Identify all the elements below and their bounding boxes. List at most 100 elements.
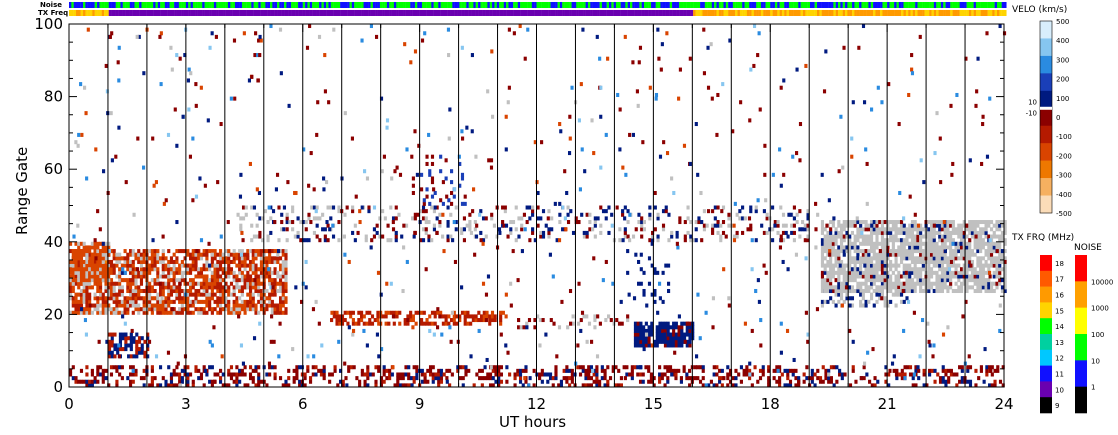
data-cell — [79, 310, 84, 315]
data-cell — [88, 299, 92, 304]
data-cell — [164, 267, 168, 272]
data-cell — [778, 383, 782, 388]
data-cell — [688, 383, 692, 388]
data-cell — [319, 368, 324, 373]
data-cell — [848, 270, 852, 275]
data-cell — [178, 249, 182, 254]
data-cell — [254, 368, 258, 373]
data-cell — [299, 220, 303, 225]
data-cell — [837, 299, 841, 304]
data-cell — [255, 212, 259, 217]
data-cell — [989, 285, 994, 290]
noise-strip-cell — [344, 2, 348, 8]
data-cell — [120, 292, 124, 297]
txfreq-strip-cell — [681, 10, 684, 16]
data-cell — [422, 198, 426, 203]
noise-strip-cell — [686, 2, 689, 8]
data-cell — [929, 270, 934, 275]
data-cell — [867, 241, 871, 246]
data-cell — [837, 281, 841, 286]
data-cell — [916, 238, 920, 243]
data-cell — [727, 223, 731, 228]
data-cell — [98, 285, 103, 290]
data-cell — [940, 270, 945, 275]
data-cell — [199, 252, 204, 257]
txfreq-strip-cell — [293, 10, 296, 16]
data-cell — [268, 365, 272, 370]
data-cell — [886, 249, 890, 254]
data-cell — [538, 376, 542, 381]
txfreq-strip-cell — [485, 10, 488, 16]
data-cell — [369, 24, 373, 29]
data-cell — [946, 263, 950, 268]
data-cell — [265, 307, 269, 312]
data-cell — [239, 216, 243, 221]
data-cell — [96, 288, 100, 294]
noise-strip-cell — [127, 2, 130, 8]
data-cell — [143, 354, 147, 359]
data-cell — [633, 325, 638, 330]
data-cell — [441, 201, 445, 206]
data-cell — [829, 241, 833, 246]
data-cell — [140, 347, 144, 352]
data-cell — [927, 230, 931, 235]
data-cell — [938, 278, 942, 283]
data-cell — [240, 249, 244, 254]
data-cell — [834, 238, 838, 243]
data-cell — [433, 190, 437, 196]
data-cell — [336, 383, 340, 388]
data-cell — [998, 241, 1002, 246]
data-cell — [257, 252, 261, 257]
data-cell — [115, 303, 119, 308]
data-cell — [216, 288, 220, 294]
data-cell — [238, 285, 242, 290]
noise-strip-cell — [910, 2, 914, 8]
data-cell — [427, 132, 431, 137]
noise-strip-cell — [971, 2, 974, 8]
data-cell — [94, 256, 98, 261]
data-cell — [248, 267, 253, 272]
txfreq-strip-cell — [405, 10, 409, 16]
data-cell — [235, 310, 239, 315]
data-cell — [795, 151, 799, 156]
data-cell — [702, 27, 706, 32]
data-cell — [908, 365, 913, 370]
data-cell — [161, 307, 165, 312]
data-cell — [806, 212, 810, 217]
data-cell — [826, 274, 830, 279]
data-cell — [452, 310, 456, 315]
data-cell — [504, 343, 508, 348]
data-cell — [273, 303, 277, 308]
data-cell — [820, 288, 825, 294]
noise-strip-cell — [291, 2, 294, 8]
data-cell — [154, 354, 159, 359]
data-cell — [304, 285, 308, 290]
txfreq-strip-cell — [450, 10, 453, 16]
data-cell — [248, 263, 253, 268]
data-cell — [213, 281, 217, 286]
data-cell — [232, 256, 236, 261]
data-cell — [842, 299, 846, 304]
data-cell — [118, 372, 122, 377]
data-cell — [886, 278, 890, 283]
data-cell — [270, 281, 274, 286]
data-cell — [377, 354, 381, 359]
data-cell — [951, 259, 955, 264]
data-cell — [951, 256, 955, 261]
noise-strip-cell — [784, 2, 787, 8]
data-cell — [894, 274, 898, 279]
data-cell — [949, 252, 953, 257]
data-cell — [126, 288, 130, 294]
data-cell — [104, 270, 108, 275]
data-cell — [551, 376, 555, 381]
noise-strip-cell — [218, 2, 222, 8]
data-cell — [218, 368, 223, 373]
data-cell — [421, 209, 426, 214]
data-cell — [677, 343, 681, 348]
txfreq-strip-cell — [758, 10, 762, 16]
data-cell — [169, 372, 174, 377]
txfreq-strip-cell — [875, 10, 878, 16]
data-cell — [656, 310, 660, 315]
data-cell — [979, 270, 983, 275]
data-cell — [927, 263, 931, 268]
